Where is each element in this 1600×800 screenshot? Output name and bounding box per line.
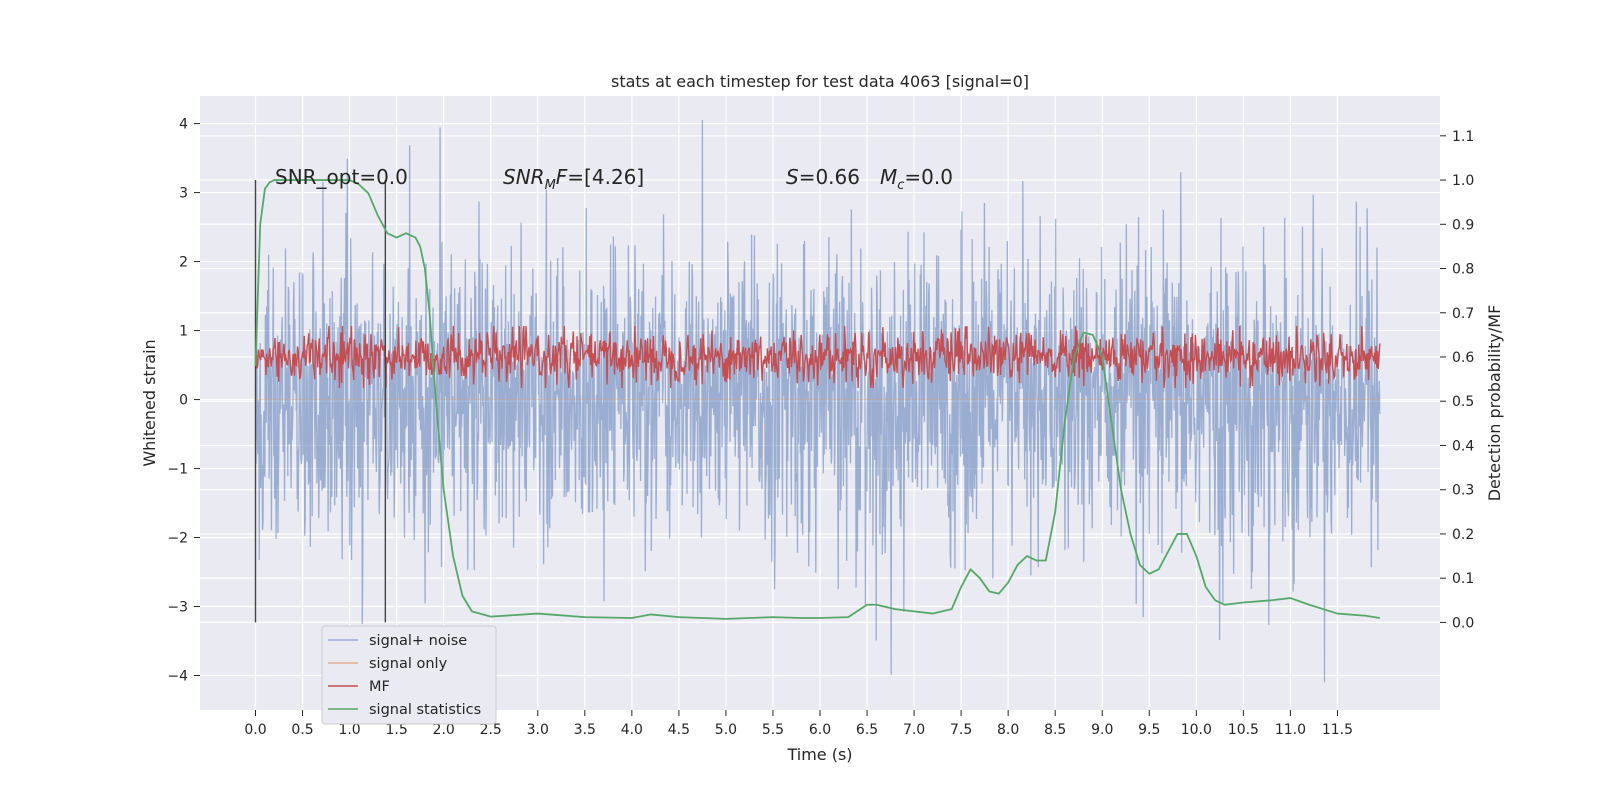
x-tick-label: 7.5: [950, 722, 972, 738]
mc-value: =0.0: [904, 165, 953, 189]
x-tick-label: 2.5: [480, 722, 502, 738]
y-right-tick-label: 1.1: [1452, 129, 1474, 145]
y-axis-left-ticks: 4 3 2 1 0 −1 −2 −3 −4: [167, 117, 200, 685]
s-symbol: S: [786, 165, 799, 189]
x-tick-label: 1.5: [385, 722, 407, 738]
annotation-s: S=0.66: [786, 165, 860, 189]
snr-mf-value: =[4.26]: [567, 165, 644, 189]
y-right-tick-label: 0.5: [1452, 394, 1474, 410]
x-tick-label: 7.0: [903, 722, 925, 738]
annotation-snr-opt: SNR_opt=0.0: [275, 165, 408, 189]
y-right-tick-label: 0.0: [1452, 615, 1474, 631]
x-tick-label: 9.5: [1138, 722, 1160, 738]
x-tick-label: 10.5: [1228, 722, 1259, 738]
x-tick-label: 1.0: [338, 722, 360, 738]
y-right-tick-label: 0.9: [1452, 217, 1474, 233]
y-right-tick-label: 0.6: [1452, 350, 1474, 366]
y-right-tick-label: 0.4: [1452, 438, 1474, 454]
snr-mf-F: F: [556, 165, 568, 189]
legend-label-signal-plus-noise: signal+ noise: [369, 633, 467, 649]
y-left-tick-label: 3: [179, 186, 188, 202]
x-tick-label: 5.5: [762, 722, 784, 738]
mf-line: [254, 325, 1381, 389]
x-tick-label: 11.5: [1322, 722, 1353, 738]
x-axis-ticks: 0.0 0.5 1.0 1.5 2.0 2.5 3.0 3.5 4.0 4.5 5.0 5.5 6.0 6…: [244, 710, 1353, 738]
x-tick-label: 4.5: [668, 722, 690, 738]
y-right-tick-label: 0.8: [1452, 262, 1474, 278]
y-axis-right-label: Detection probability/MF: [1485, 305, 1504, 502]
x-tick-label: 5.0: [715, 722, 737, 738]
y-left-tick-label: −2: [167, 531, 188, 547]
legend: signal+ noise signal only MF signal stat…: [321, 625, 497, 725]
snr-mf-prefix: SNR: [503, 165, 545, 189]
x-tick-label: 3.0: [527, 722, 549, 738]
x-tick-label: 11.0: [1275, 722, 1306, 738]
y-left-tick-label: −1: [167, 462, 188, 478]
vertical-markers: [254, 180, 387, 623]
y-axis-left-label: Whitened strain: [140, 339, 159, 466]
series-signal-statistics: [254, 179, 1380, 620]
s-value: =0.66: [799, 165, 860, 189]
y-right-tick-label: 0.2: [1452, 527, 1474, 543]
y-right-tick-label: 0.1: [1452, 571, 1474, 587]
mc-symbol: M: [880, 165, 897, 189]
y-left-tick-label: 1: [179, 324, 188, 340]
x-tick-label: 8.5: [1044, 722, 1066, 738]
y-right-tick-label: 0.3: [1452, 483, 1474, 499]
signal-statistics-line: [254, 179, 1380, 620]
y-left-tick-label: −3: [167, 600, 188, 616]
y-left-tick-label: 2: [179, 255, 188, 271]
y-left-tick-label: −4: [167, 669, 188, 685]
x-tick-label: 0.0: [244, 722, 266, 738]
snr-mf-sub: M: [545, 178, 556, 193]
y-axis-right-ticks: 1.1 1.0 0.9 0.8 0.7 0.6 0.5 0.4 0.3 0.2 0.1 0.0: [1440, 129, 1474, 631]
x-tick-label: 3.5: [574, 722, 596, 738]
legend-box: [321, 625, 497, 725]
x-tick-label: 4.0: [621, 722, 643, 738]
x-tick-label: 6.5: [856, 722, 878, 738]
legend-label-mf: MF: [369, 679, 390, 695]
x-tick-label: 2.0: [433, 722, 455, 738]
x-tick-label: 9.0: [1091, 722, 1113, 738]
y-right-tick-label: 0.7: [1452, 306, 1474, 322]
chart-title: stats at each timestep for test data 406…: [611, 72, 1029, 91]
y-left-tick-label: 4: [179, 117, 188, 133]
annotation-snr-mf: SNRMF=[4.26]: [503, 165, 644, 193]
x-tick-label: 6.0: [809, 722, 831, 738]
x-tick-label: 0.5: [291, 722, 313, 738]
series-mf: [254, 325, 1381, 389]
legend-label-signal-statistics: signal statistics: [369, 702, 481, 718]
annotation-mc: Mc=0.0: [880, 165, 953, 193]
x-axis-label: Time (s): [786, 745, 852, 764]
mc-sub: c: [897, 178, 904, 193]
x-tick-label: 8.0: [997, 722, 1019, 738]
legend-label-signal-only: signal only: [369, 656, 448, 672]
x-tick-label: 10.0: [1181, 722, 1212, 738]
y-right-tick-label: 1.0: [1452, 173, 1474, 189]
y-left-tick-label: 0: [179, 393, 188, 409]
